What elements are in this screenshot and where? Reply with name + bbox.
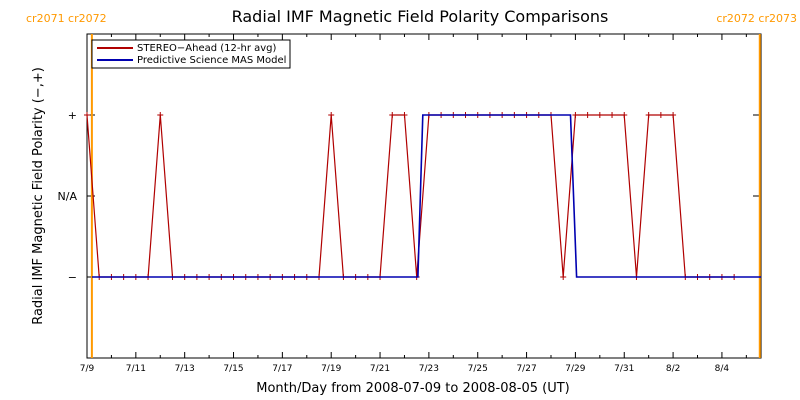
y-tick-label: −	[68, 271, 77, 284]
series-point-0	[609, 112, 616, 118]
x-tick-label: 7/21	[370, 364, 390, 374]
x-tick-label: 7/13	[175, 364, 195, 374]
x-tick-label: 7/15	[223, 364, 243, 374]
x-tick-label: 7/29	[565, 364, 585, 374]
series-point-0	[328, 112, 335, 118]
x-axis-label: Month/Day from 2008-07-09 to 2008-08-05 …	[256, 381, 569, 396]
x-tick-label: 8/2	[666, 364, 680, 374]
series-point-0	[157, 112, 164, 118]
legend-label-mas: Predictive Science MAS Model	[137, 55, 286, 66]
x-tick-label: 7/17	[272, 364, 292, 374]
y-tick-label: N/A	[58, 190, 78, 203]
series-point-0	[572, 112, 579, 118]
legend-label-stereo: STEREO−Ahead (12-hr avg)	[137, 43, 277, 54]
x-tick-label: 7/25	[468, 364, 488, 374]
plot-frame	[86, 33, 762, 359]
x-tick-label: 7/11	[126, 364, 146, 374]
series-point-0	[389, 112, 396, 118]
x-tick-label: 7/23	[419, 364, 439, 374]
x-tick-label: 7/31	[614, 364, 634, 374]
series-point-0	[657, 112, 664, 118]
series-point-0	[670, 112, 677, 118]
x-tick-label: 7/27	[516, 364, 536, 374]
carrington-label-right: cr2072 cr2073	[716, 12, 797, 25]
y-axis-label: Radial IMF Magnetic Field Polarity (−,+)	[31, 67, 46, 325]
series-point-0	[401, 112, 408, 118]
carrington-label-left: cr2071 cr2072	[26, 12, 107, 25]
x-tick-label: 7/9	[80, 364, 95, 374]
chart-title: Radial IMF Magnetic Field Polarity Compa…	[232, 7, 609, 26]
x-tick-label: 7/19	[321, 364, 341, 374]
axis-ticks	[86, 34, 761, 358]
y-tick-labels: + N/A −	[58, 109, 78, 284]
x-tick-label: 8/4	[715, 364, 730, 374]
series-point-0	[84, 112, 90, 118]
series-point-0	[621, 112, 628, 118]
series-point-0	[584, 112, 591, 118]
legend: STEREO−Ahead (12-hr avg) Predictive Scie…	[91, 39, 291, 69]
series-point-0	[560, 274, 567, 280]
legend-box	[91, 39, 291, 69]
series-line-0	[86, 114, 735, 278]
x-tick-labels: 7/9 7/11 7/13 7/15 7/17 7/19 7/21 7/23 7/25 7/27 7…	[80, 364, 730, 374]
carrington-lines	[90, 34, 761, 358]
y-tick-label: +	[68, 109, 77, 122]
series-point-0	[645, 112, 652, 118]
series-line-1	[91, 114, 761, 278]
series-layer	[84, 112, 761, 280]
series-point-0	[596, 112, 603, 118]
